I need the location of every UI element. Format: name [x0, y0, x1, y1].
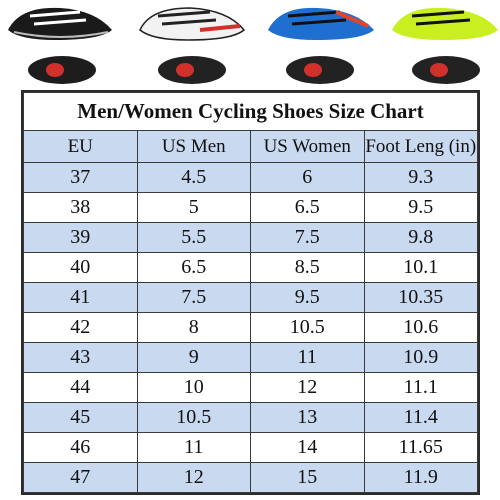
us-women-size-cell: 6.5 — [250, 192, 365, 223]
size-table: Men/Women Cycling Shoes Size Chart EU US… — [23, 92, 478, 493]
table-row: 47 12 15 11.9 — [23, 462, 478, 493]
table-row: 45 10.5 13 11.4 — [23, 402, 478, 433]
table-row: 40 6.5 8.5 10.1 — [23, 252, 478, 283]
table-title: Men/Women Cycling Shoes Size Chart — [23, 92, 478, 131]
us-men-size-cell: 11 — [136, 432, 251, 463]
column-header-us-women: US Women — [250, 130, 365, 163]
us-women-size-cell: 13 — [250, 402, 365, 433]
us-women-size-cell: 8.5 — [250, 252, 365, 283]
column-header-eu: EU — [23, 130, 138, 163]
foot-length-cell: 11.9 — [363, 462, 478, 493]
us-men-size-cell: 5.5 — [136, 222, 251, 253]
foot-length-cell: 9.5 — [363, 192, 478, 223]
size-chart-table: Men/Women Cycling Shoes Size Chart EU US… — [21, 90, 480, 495]
eu-size-cell: 39 — [23, 222, 138, 253]
table-row: 37 4.5 6 9.3 — [23, 162, 478, 193]
eu-size-cell: 47 — [23, 462, 138, 493]
eu-size-cell: 42 — [23, 312, 138, 343]
foot-length-cell: 10.35 — [363, 282, 478, 313]
foot-length-cell: 11.4 — [363, 402, 478, 433]
foot-length-cell: 10.1 — [363, 252, 478, 283]
us-men-size-cell: 9 — [136, 342, 251, 373]
us-women-size-cell: 14 — [250, 432, 365, 463]
black-shoe-image — [8, 7, 112, 84]
us-women-size-cell: 9.5 — [250, 282, 365, 313]
us-men-size-cell: 12 — [136, 462, 251, 493]
column-header-us-men: US Men — [136, 130, 251, 163]
column-header-foot-length: Foot Leng (in) — [363, 130, 478, 163]
table-body: 37 4.5 6 9.3 38 5 6.5 9.5 39 5.5 7.5 9.8 40 6.5 8.5 10.… — [23, 162, 478, 493]
blue-shoe-image — [268, 7, 374, 84]
table-row: 46 11 14 11.65 — [23, 432, 478, 463]
eu-size-cell: 44 — [23, 372, 138, 403]
table-row: 41 7.5 9.5 10.35 — [23, 282, 478, 313]
eu-size-cell: 46 — [23, 432, 138, 463]
us-women-size-cell: 11 — [250, 342, 365, 373]
yellow-shoe-image — [392, 7, 498, 84]
table-row: 42 8 10.5 10.6 — [23, 312, 478, 343]
foot-length-cell: 9.8 — [363, 222, 478, 253]
eu-size-cell: 41 — [23, 282, 138, 313]
table-row: 44 10 12 11.1 — [23, 372, 478, 403]
eu-size-cell: 37 — [23, 162, 138, 193]
foot-length-cell: 10.9 — [363, 342, 478, 373]
us-women-size-cell: 6 — [250, 162, 365, 193]
cycling-shoes-photo — [8, 7, 498, 84]
us-men-size-cell: 10 — [136, 372, 251, 403]
foot-length-cell: 9.3 — [363, 162, 478, 193]
foot-length-cell: 10.6 — [363, 312, 478, 343]
eu-size-cell: 45 — [23, 402, 138, 433]
us-men-size-cell: 8 — [136, 312, 251, 343]
us-women-size-cell: 10.5 — [250, 312, 365, 343]
table-row: 43 9 11 10.9 — [23, 342, 478, 373]
us-men-size-cell: 6.5 — [136, 252, 251, 283]
us-women-size-cell: 7.5 — [250, 222, 365, 253]
eu-size-cell: 40 — [23, 252, 138, 283]
us-women-size-cell: 12 — [250, 372, 365, 403]
us-men-size-cell: 7.5 — [136, 282, 251, 313]
eu-size-cell: 38 — [23, 192, 138, 223]
white-shoe-image — [139, 7, 246, 84]
us-men-size-cell: 5 — [136, 192, 251, 223]
foot-length-cell: 11.65 — [363, 432, 478, 463]
table-row: 38 5 6.5 9.5 — [23, 192, 478, 223]
eu-size-cell: 43 — [23, 342, 138, 373]
table-row: 39 5.5 7.5 9.8 — [23, 222, 478, 253]
us-women-size-cell: 15 — [250, 462, 365, 493]
us-men-size-cell: 10.5 — [136, 402, 251, 433]
us-men-size-cell: 4.5 — [136, 162, 251, 193]
foot-length-cell: 11.1 — [363, 372, 478, 403]
